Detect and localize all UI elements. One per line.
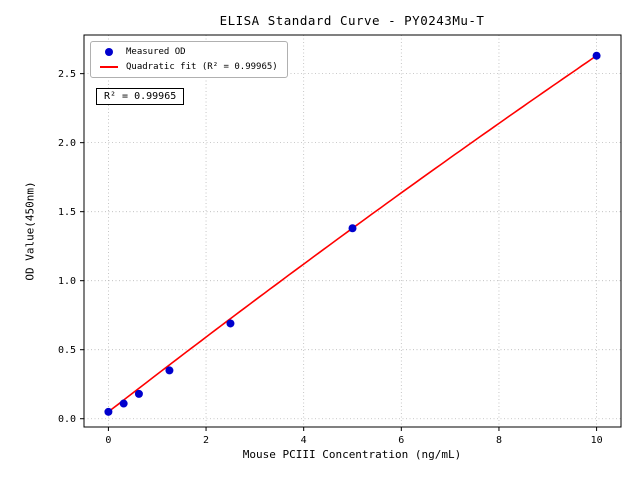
chart-title: ELISA Standard Curve - PY0243Mu-T: [219, 13, 485, 28]
legend-label-measured: Measured OD: [126, 47, 186, 57]
y-tick-label: 2.5: [58, 69, 76, 80]
fit-line: [107, 55, 598, 413]
legend-label-fit: Quadratic fit (R² = 0.99965): [126, 62, 278, 72]
legend-entry-fit: Quadratic fit (R² = 0.99965): [100, 62, 278, 72]
axes-frame: [83, 34, 622, 428]
y-tick-label: 0.5: [58, 345, 76, 356]
data-point: [348, 224, 357, 233]
x-tick-label: 4: [301, 435, 307, 446]
data-point: [592, 51, 601, 60]
data-point: [119, 399, 128, 408]
x-tick-label: 8: [496, 435, 502, 446]
x-tick-label: 2: [203, 435, 209, 446]
x-tick-label: 6: [398, 435, 404, 446]
y-tick-label: 2.0: [58, 138, 76, 149]
legend: Measured OD Quadratic fit (R² = 0.99965): [90, 41, 288, 78]
y-tick-label: 1.5: [58, 207, 76, 218]
legend-line-marker-icon: [100, 66, 118, 68]
data-point: [226, 319, 235, 328]
y-tick-label: 0.0: [58, 414, 76, 425]
legend-entry-measured: Measured OD: [100, 47, 278, 57]
data-point: [165, 366, 174, 375]
data-point: [104, 407, 113, 416]
x-tick-label: 0: [105, 435, 111, 446]
y-tick-label: 1.0: [58, 276, 76, 287]
r-squared-annotation: R² = 0.99965: [96, 88, 185, 105]
x-axis-label: Mouse PCIII Concentration (ng/mL): [242, 448, 462, 461]
data-point: [134, 389, 143, 398]
x-tick-label: 10: [591, 435, 603, 446]
legend-scatter-marker-icon: [105, 48, 113, 56]
